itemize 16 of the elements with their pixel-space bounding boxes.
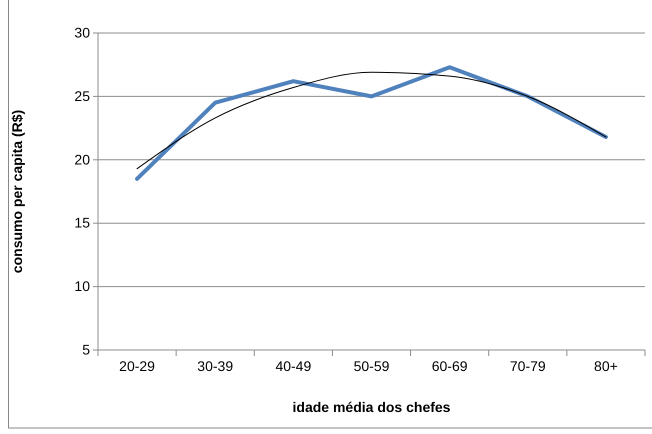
x-tick-label: 80+	[594, 358, 618, 374]
x-tick-label: 70-79	[510, 358, 546, 374]
y-tick-label: 15	[74, 214, 90, 231]
x-axis-title: idade média dos chefes	[292, 399, 451, 415]
line-series	[136, 72, 606, 170]
y-tick-label: 20	[74, 151, 90, 168]
x-tick-label: 20-29	[119, 358, 156, 374]
y-tick-label: 30	[74, 24, 90, 40]
x-tick-label: 50-59	[354, 358, 390, 374]
x-tick-label: 40-49	[275, 358, 312, 374]
y-tick-label: 5	[82, 341, 90, 358]
y-tick-label: 10	[74, 278, 90, 294]
x-tick-label: 30-39	[197, 358, 234, 374]
x-tick-label: 60-69	[432, 358, 468, 374]
y-axis-title: consumo per capita (R$)	[9, 110, 25, 274]
y-tick-label: 25	[74, 88, 90, 104]
